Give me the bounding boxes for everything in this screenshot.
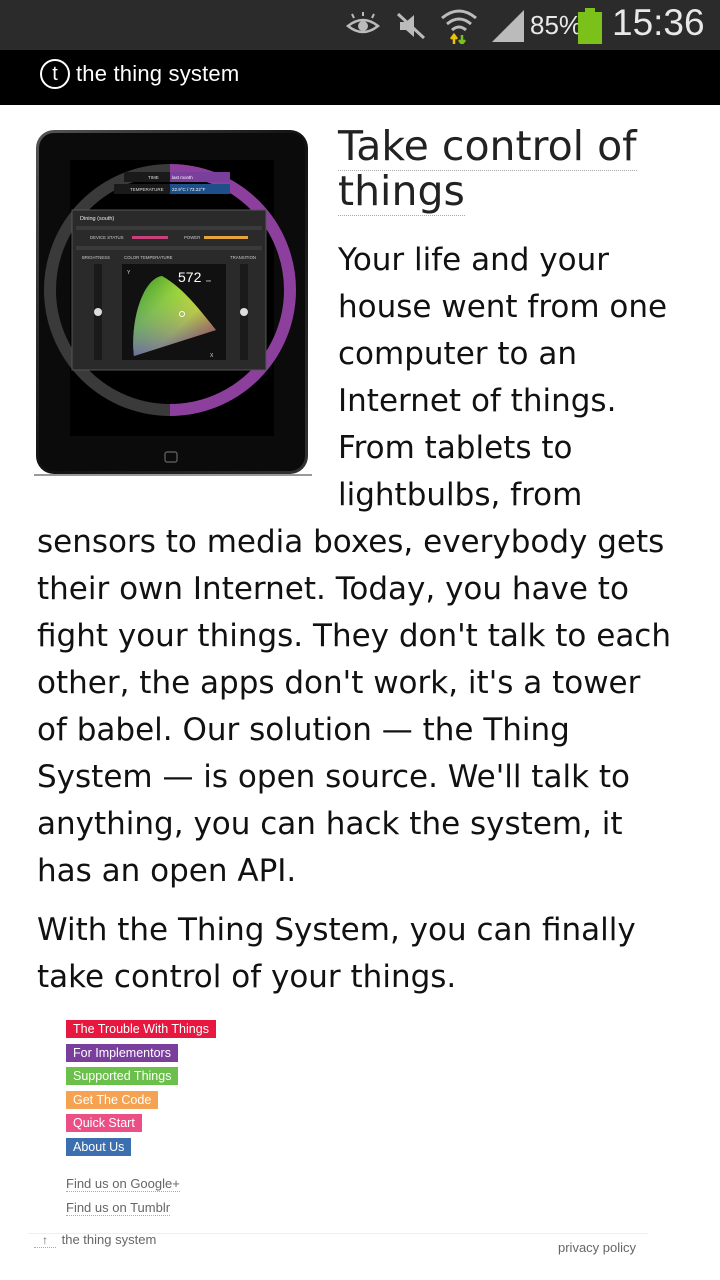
text-line: anything, you can hack the system, it xyxy=(37,806,623,842)
svg-text:Dining (south): Dining (south) xyxy=(80,216,114,222)
svg-text:X: X xyxy=(210,353,214,359)
privacy-policy-link[interactable]: privacy policy xyxy=(558,1240,637,1255)
text-line: has an open API. xyxy=(37,853,297,889)
text-line: lightbulbs, from xyxy=(338,477,583,513)
link-quick-start[interactable]: Quick Start xyxy=(66,1114,142,1132)
text-line: of babel. Our solution — the Thing xyxy=(37,712,570,748)
footer-site-name: the thing system xyxy=(61,1232,157,1247)
link-get-the-code[interactable]: Get The Code xyxy=(66,1091,159,1109)
link-about-us[interactable]: About Us xyxy=(66,1138,132,1156)
svg-text:TRANSITION: TRANSITION xyxy=(230,255,256,260)
mute-icon xyxy=(396,12,426,40)
text-line: With the Thing System, you can finally xyxy=(37,912,636,948)
battery-icon xyxy=(578,8,602,44)
tablet-image: TIME last month TEMPERATURE 22.9°C / 73.… xyxy=(34,130,312,476)
up-arrow-icon: ↑ xyxy=(34,1233,56,1248)
tumblr-link[interactable]: Find us on Tumblr xyxy=(66,1200,171,1216)
text-line: computer to an xyxy=(338,336,577,372)
text-line: fight your things. They don't talk to ea… xyxy=(37,618,672,654)
link-for-implementors[interactable]: For Implementors xyxy=(66,1044,178,1062)
text-line: Internet of things. xyxy=(338,383,617,419)
status-bar: 85% 15:36 xyxy=(0,0,720,50)
google-plus-link[interactable]: Find us on Google+ xyxy=(66,1176,180,1192)
svg-text:TIME: TIME xyxy=(148,175,159,180)
text-line: sensors to media boxes, everybody gets xyxy=(37,524,665,560)
svg-text:COLOR TEMPERATURE: COLOR TEMPERATURE xyxy=(124,255,173,260)
svg-text:BRIGHTNESS: BRIGHTNESS xyxy=(82,255,110,260)
site-header: t the thing system xyxy=(0,50,720,105)
text-line: their own Internet. Today, you have to xyxy=(37,571,629,607)
svg-text:22.9°C / 73.22°F: 22.9°C / 73.22°F xyxy=(172,187,206,192)
svg-text:Y: Y xyxy=(127,270,131,276)
text-line: From tablets to xyxy=(338,430,573,466)
battery-percent: 85% xyxy=(530,10,583,40)
footer-home-link[interactable]: ↑ the thing system xyxy=(34,1232,156,1248)
eye-icon xyxy=(346,12,380,34)
svg-text:TEMPERATURE: TEMPERATURE xyxy=(130,187,164,192)
text-line: System — is open source. We'll talk to xyxy=(37,759,630,795)
link-trouble-with-things[interactable]: The Trouble With Things xyxy=(66,1020,216,1038)
svg-text:DEVICE STATUS: DEVICE STATUS xyxy=(90,235,124,240)
wifi-icon xyxy=(441,9,477,44)
site-logo[interactable]: t the thing system xyxy=(40,59,239,89)
text-line: house went from one xyxy=(338,289,668,325)
svg-text:POWER: POWER xyxy=(184,235,200,240)
page-title: Take control of things xyxy=(338,122,637,216)
text-line: Your life and your xyxy=(338,242,609,278)
text-line: take control of your things. xyxy=(37,959,457,995)
clock: 15:36 xyxy=(612,2,705,43)
svg-text:last month: last month xyxy=(172,175,193,180)
svg-text:572: 572 xyxy=(178,269,202,285)
svg-text:nm: nm xyxy=(206,279,211,283)
signal-icon xyxy=(492,10,524,42)
link-supported-things[interactable]: Supported Things xyxy=(66,1067,179,1085)
text-line: other, the apps don't work, it's a tower xyxy=(37,665,641,701)
logo-icon: t xyxy=(40,59,70,89)
footer-divider xyxy=(28,1233,648,1234)
site-name: the thing system xyxy=(76,61,240,86)
